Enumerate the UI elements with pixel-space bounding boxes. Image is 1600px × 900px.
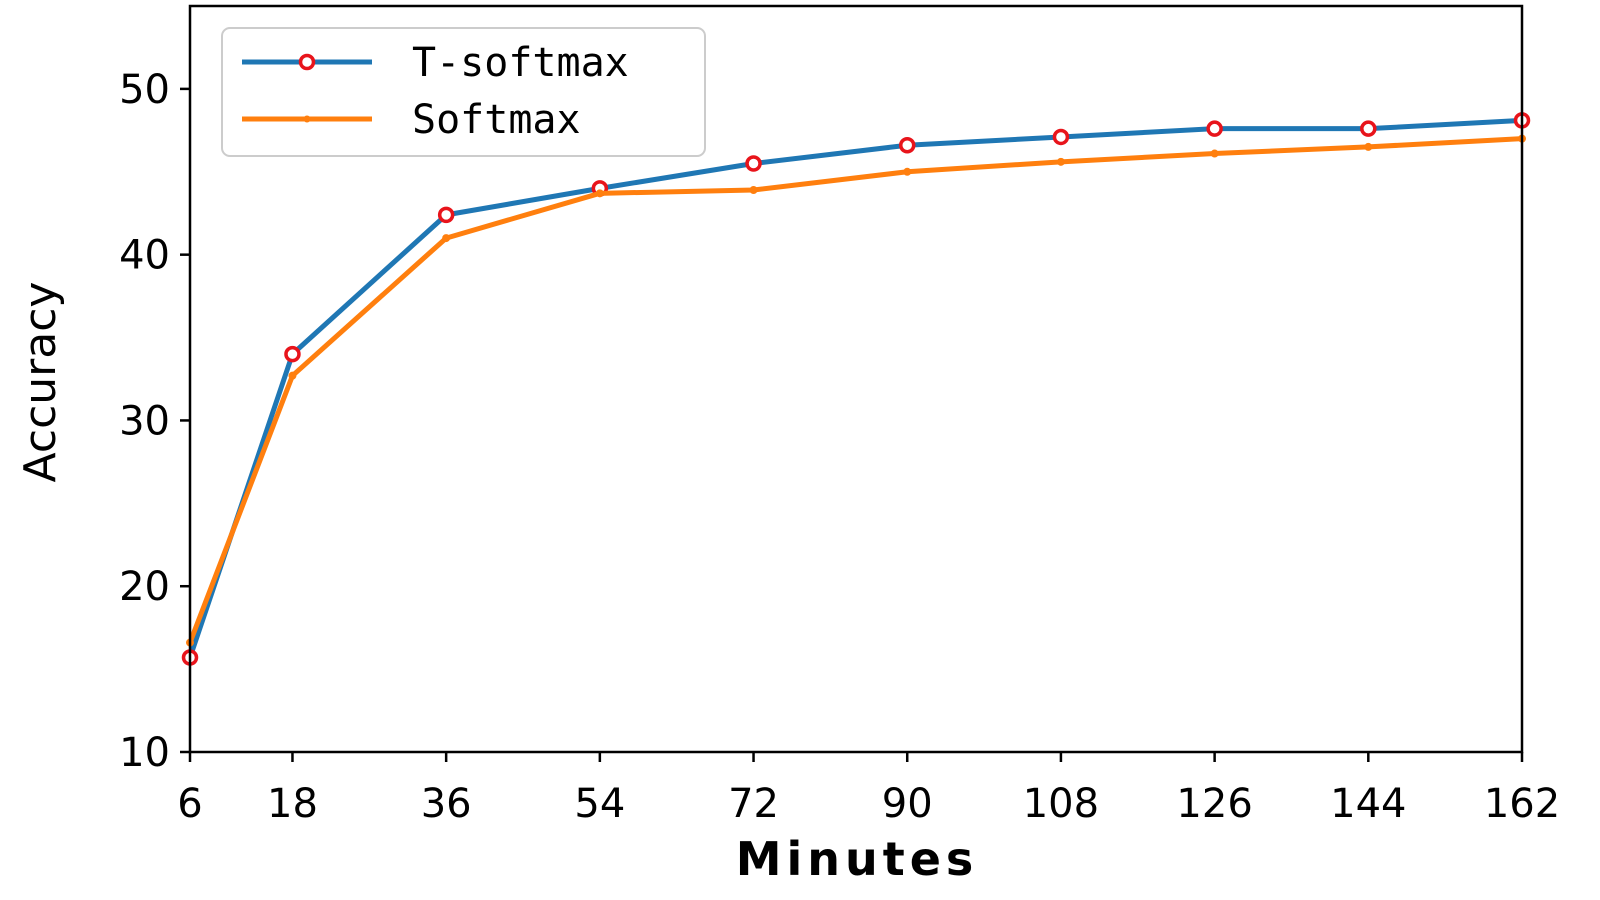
legend-entry-t-softmax: T-softmax: [242, 40, 629, 86]
legend-label-t-softmax: T-softmax: [412, 40, 629, 86]
x-tick-label: 36: [421, 781, 472, 827]
data-point: [595, 189, 604, 198]
x-axis: 6 18 36 54 72 90 108 126 144 162: [177, 752, 1560, 827]
x-tick-label: 108: [1023, 781, 1099, 827]
plot-frame: [188, 4, 1524, 754]
x-tick-label: 6: [177, 781, 202, 827]
data-point: [1206, 120, 1223, 137]
x-tick-label: 18: [267, 781, 318, 827]
data-point: [745, 155, 762, 172]
series-line-softmax: [187, 136, 1523, 644]
y-tick-label: 20: [119, 564, 170, 610]
data-point: [1056, 157, 1065, 166]
legend-entry-softmax: Softmax: [242, 97, 581, 143]
y-tick-label: 50: [119, 67, 170, 113]
data-point: [898, 137, 916, 154]
y-tick-label: 10: [119, 730, 170, 776]
series-line-t-softmax: [187, 117, 1523, 659]
y-axis: 10 20 30 40 50: [119, 67, 190, 776]
x-tick-label: 126: [1176, 781, 1252, 827]
data-point: [903, 167, 912, 176]
data-point: [284, 345, 301, 363]
series-t-softmax: [181, 112, 1531, 666]
x-tick-label: 90: [882, 781, 933, 827]
legend-label-softmax: Softmax: [412, 97, 581, 143]
legend: T-softmax Softmax: [221, 27, 706, 157]
x-tick-label: 54: [574, 781, 625, 827]
y-tick-label: 30: [119, 398, 170, 444]
data-point: [1210, 149, 1219, 158]
y-axis-title: Accuracy: [15, 282, 66, 483]
x-tick-label: 162: [1484, 781, 1560, 827]
series-softmax: [186, 134, 1526, 647]
legend-marker-softmax: [303, 115, 311, 123]
legend-marker-t-softmax: [298, 53, 316, 71]
x-tick-label: 144: [1330, 781, 1406, 827]
data-point: [749, 186, 758, 195]
data-point: [1360, 120, 1377, 137]
plot-series: [181, 112, 1531, 666]
x-axis-title: Minutes: [736, 832, 979, 886]
data-point: [1052, 128, 1070, 146]
y-tick-label: 40: [119, 233, 170, 279]
data-point: [437, 206, 455, 224]
data-point: [442, 234, 451, 243]
data-point: [1364, 142, 1373, 151]
data-point: [288, 371, 297, 380]
x-tick-label: 72: [728, 781, 779, 827]
